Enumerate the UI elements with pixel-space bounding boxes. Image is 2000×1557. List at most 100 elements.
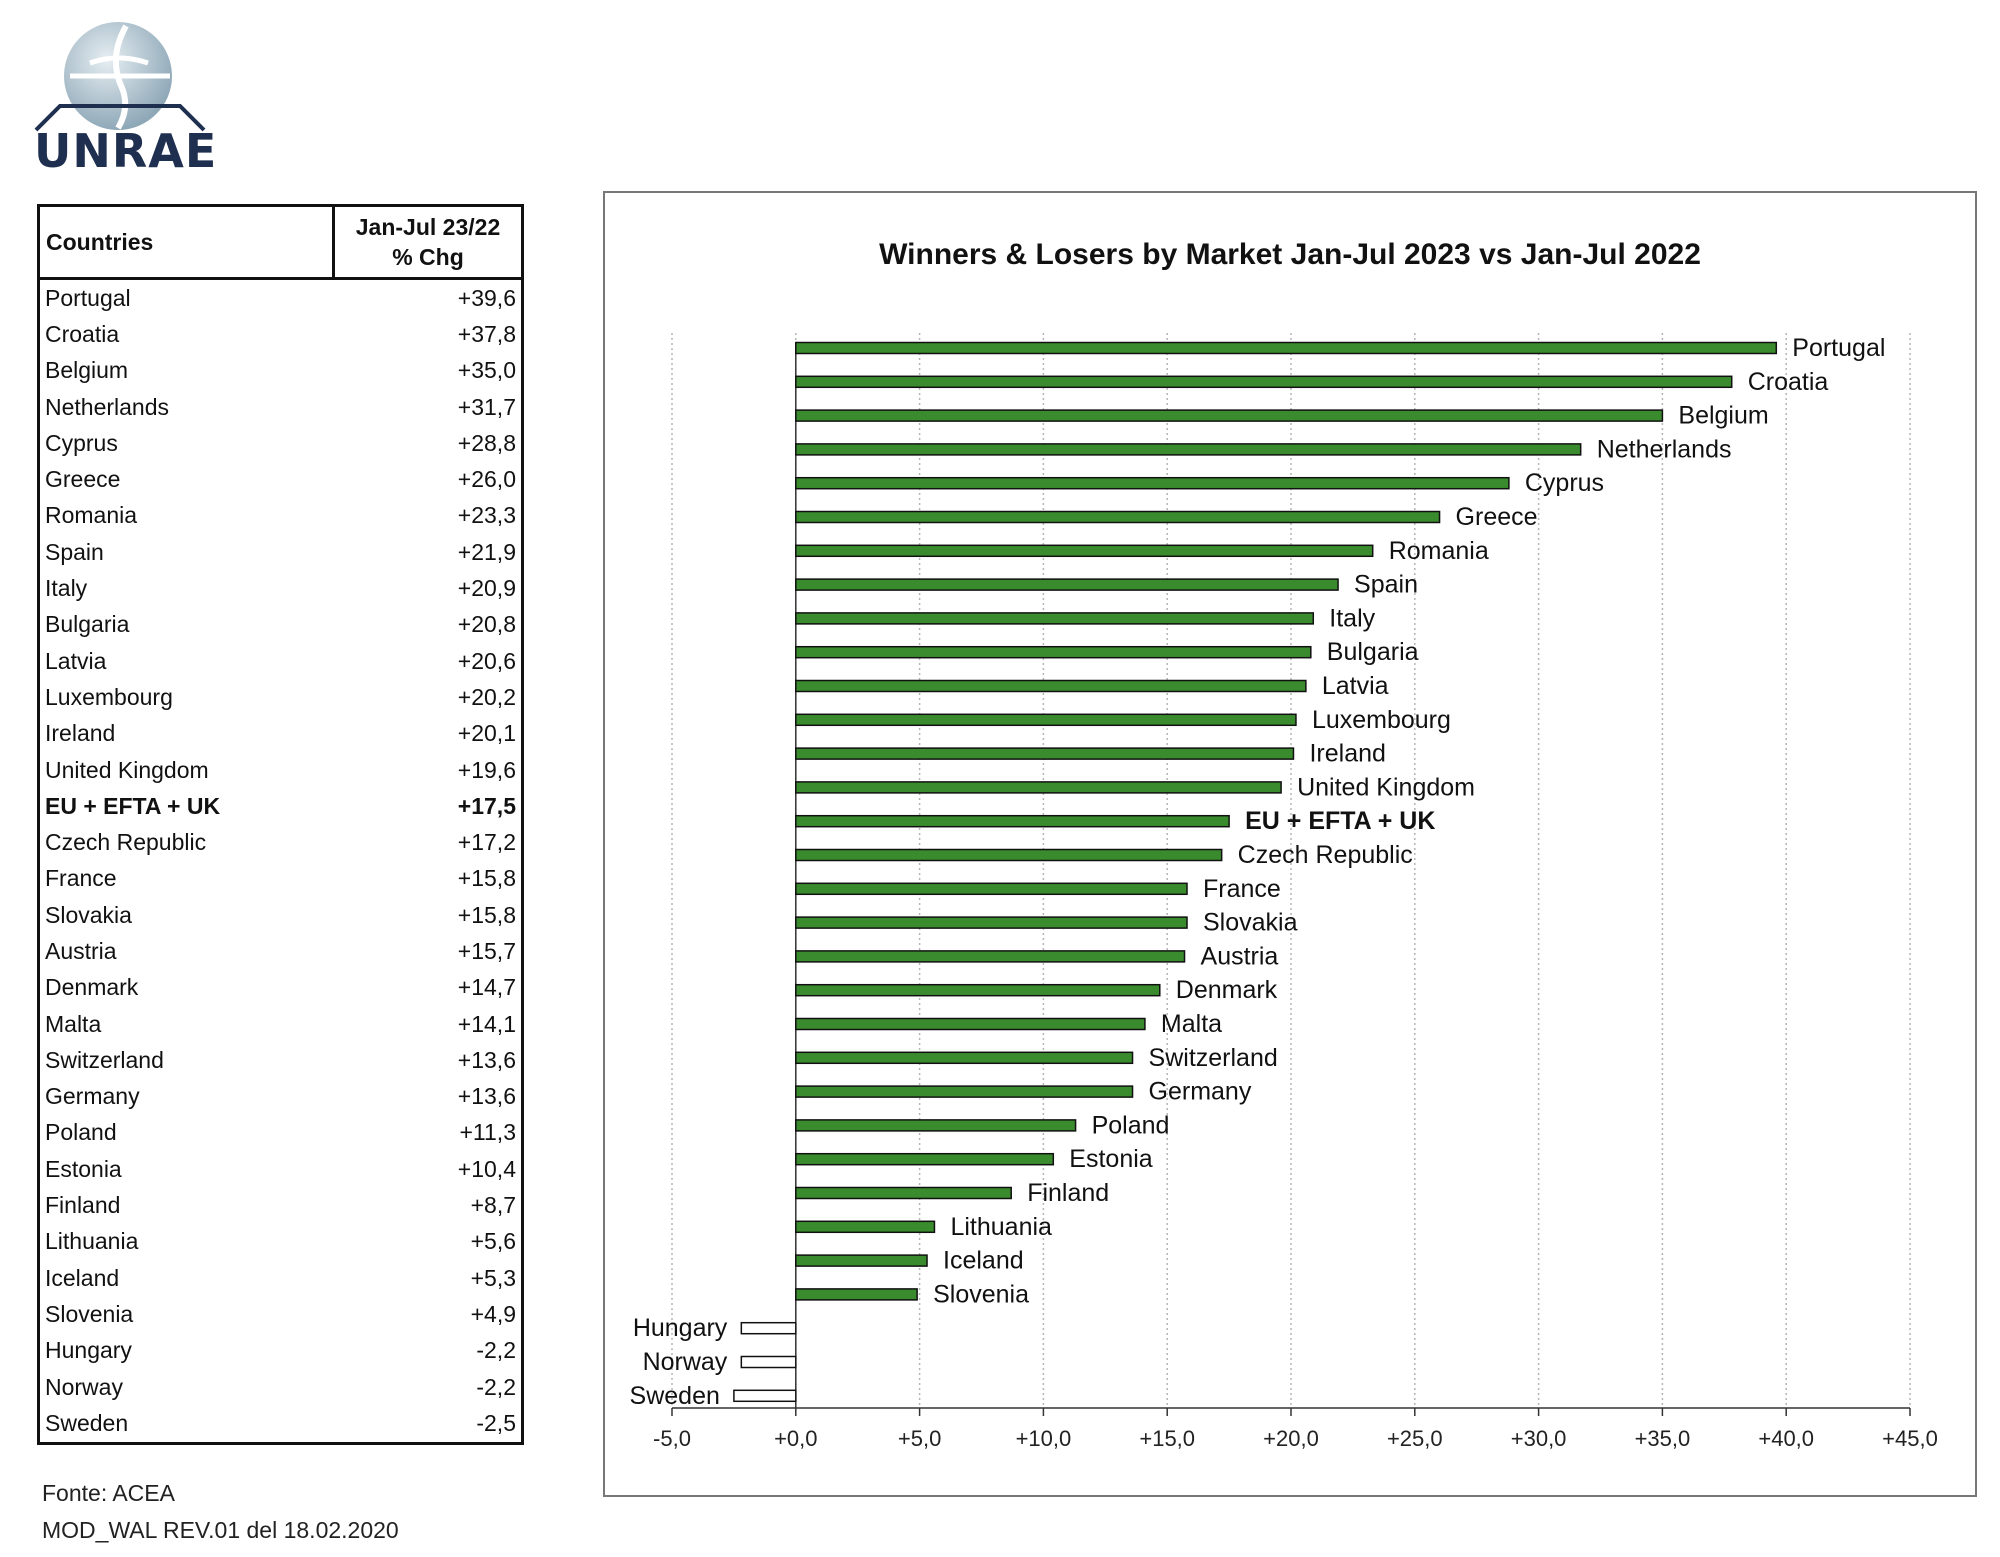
table-row: Sweden -2,5	[39, 1405, 523, 1443]
table-row: Finland +8,7	[39, 1187, 523, 1223]
table-row: Croatia +37,8	[39, 316, 523, 352]
table-row: Bulgaria +20,8	[39, 607, 523, 643]
change-cell: +20,1	[457, 720, 516, 747]
country-cell: France	[45, 865, 117, 892]
bar-label: Ireland	[1309, 740, 1385, 768]
bar-label: Cyprus	[1525, 469, 1604, 497]
bar	[795, 612, 1315, 625]
change-cell: +31,7	[457, 393, 516, 420]
country-cell: Portugal	[45, 284, 131, 311]
bar	[795, 1254, 928, 1267]
table-row: Poland +11,3	[39, 1115, 523, 1151]
country-cell: Cyprus	[45, 429, 118, 456]
x-tick-label: +0,0	[774, 1426, 817, 1451]
table-row: Cyprus +28,8	[39, 425, 523, 461]
change-cell: +13,6	[457, 1046, 516, 1073]
x-tick-label: +35,0	[1635, 1426, 1691, 1451]
country-cell: Czech Republic	[45, 829, 207, 856]
country-cell: Latvia	[45, 647, 107, 674]
x-tick-label: -5,0	[653, 1426, 691, 1451]
bar	[795, 544, 1374, 558]
header-change: Jan-Jul 23/22 % Chg	[333, 205, 523, 280]
bar-label: Netherlands	[1597, 435, 1732, 463]
table-row: Austria +15,7	[39, 933, 523, 969]
change-cell: +20,9	[457, 575, 516, 602]
bar	[795, 645, 1312, 659]
change-cell: +17,5	[457, 792, 516, 819]
bar	[795, 814, 1230, 828]
bar-label: Belgium	[1678, 402, 1768, 430]
change-cell: +15,8	[457, 865, 516, 892]
country-cell: Greece	[45, 466, 121, 493]
table-row: Portugal +39,6	[39, 279, 523, 317]
change-cell: +20,6	[457, 647, 516, 674]
country-cell: Luxembourg	[45, 683, 173, 710]
bar	[795, 983, 1161, 997]
table-row: Spain +21,9	[39, 534, 523, 570]
change-cell: +13,6	[457, 1083, 516, 1110]
table-row: Hungary -2,2	[39, 1333, 523, 1369]
chart-panel: Winners & Losers by Market Jan-Jul 2023 …	[603, 191, 1977, 1497]
bar	[795, 916, 1188, 929]
change-cell: +23,3	[457, 502, 516, 529]
change-cell: +14,1	[457, 1010, 516, 1037]
change-cell: +11,3	[459, 1119, 517, 1146]
country-cell: Austria	[45, 937, 117, 964]
x-tick-label: +40,0	[1758, 1426, 1814, 1451]
change-cell: +35,0	[457, 357, 516, 384]
change-cell: +20,8	[457, 611, 516, 638]
bar-label: Denmark	[1176, 976, 1278, 1004]
bar-label: Latvia	[1322, 672, 1389, 700]
x-tick-label: +20,0	[1263, 1426, 1319, 1451]
bar-label: Switzerland	[1149, 1044, 1278, 1072]
bar	[795, 1051, 1134, 1065]
bar	[795, 375, 1733, 389]
country-cell: Lithuania	[45, 1228, 139, 1255]
bar	[795, 341, 1778, 355]
bar-label: Germany	[1149, 1078, 1252, 1106]
change-cell: -2,5	[476, 1409, 516, 1436]
bar-chart: -5,0 +0,0 +5,0 +10,0 +15,0 +20,0 +25,0 +30,0 +35…	[630, 333, 1938, 1451]
change-cell: +15,8	[457, 901, 516, 928]
country-cell: Poland	[45, 1119, 117, 1146]
country-cell: Switzerland	[45, 1046, 164, 1073]
table-row: Ireland +20,1	[39, 716, 523, 752]
bar-label: Slovenia	[933, 1280, 1029, 1308]
table-row: Greece +26,0	[39, 461, 523, 497]
bar	[795, 443, 1582, 456]
country-cell: Iceland	[45, 1264, 120, 1291]
table-row: Lithuania +5,6	[39, 1224, 523, 1260]
table-row: Czech Republic +17,2	[39, 824, 523, 860]
bar	[795, 713, 1297, 727]
table-row: Switzerland +13,6	[39, 1042, 523, 1078]
bar	[795, 679, 1307, 693]
bar	[733, 1389, 797, 1403]
bar	[795, 781, 1282, 794]
table-row: Italy +20,9	[39, 570, 523, 606]
table-header-row: Countries Jan-Jul 23/22 % Chg	[38, 205, 523, 280]
bar-label: Romania	[1389, 537, 1489, 565]
change-cell: +10,4	[457, 1155, 516, 1182]
country-cell: Slovenia	[45, 1300, 134, 1327]
logo-text: UNRAE	[34, 124, 218, 178]
bar	[795, 747, 1295, 760]
change-cell: +20,2	[457, 683, 516, 710]
chart-title: Winners & Losers by Market Jan-Jul 2023 …	[879, 238, 1701, 271]
bar	[795, 950, 1186, 963]
bar-label: Sweden	[630, 1382, 720, 1410]
x-tick-label: +25,0	[1387, 1426, 1443, 1451]
bar-label: Slovakia	[1203, 909, 1298, 937]
bar-label: Hungary	[633, 1314, 728, 1342]
bar-label: Luxembourg	[1312, 706, 1451, 734]
change-cell: +39,6	[457, 284, 516, 311]
change-cell: +28,8	[457, 429, 516, 456]
bar	[740, 1321, 797, 1335]
bar-label: Portugal	[1792, 334, 1885, 362]
table-row: Slovakia +15,8	[39, 897, 523, 933]
header-change-line2: % Chg	[392, 244, 464, 270]
change-cell: +26,0	[457, 466, 516, 493]
x-tick-label: +5,0	[898, 1426, 941, 1451]
bar	[795, 409, 1664, 422]
change-cell: +19,6	[457, 756, 516, 783]
bar	[795, 1152, 1055, 1166]
